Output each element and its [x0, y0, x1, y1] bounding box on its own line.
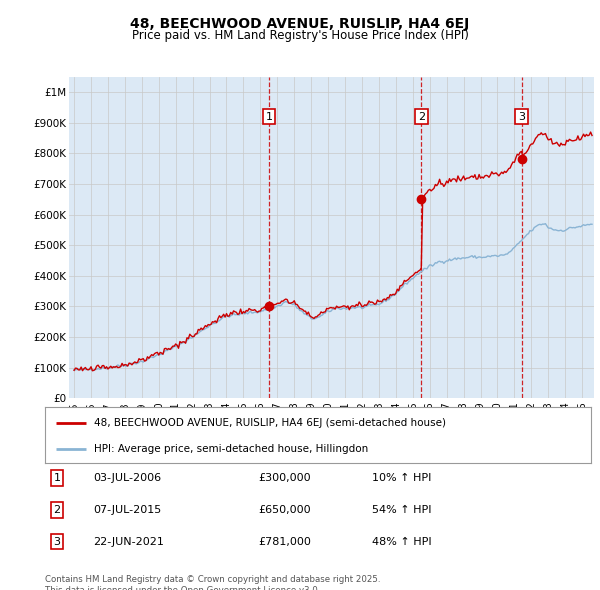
Text: 03-JUL-2006: 03-JUL-2006 [93, 473, 161, 483]
Text: £650,000: £650,000 [258, 505, 311, 514]
Text: 48, BEECHWOOD AVENUE, RUISLIP, HA4 6EJ: 48, BEECHWOOD AVENUE, RUISLIP, HA4 6EJ [130, 17, 470, 31]
Text: HPI: Average price, semi-detached house, Hillingdon: HPI: Average price, semi-detached house,… [94, 444, 368, 454]
Text: 1: 1 [53, 473, 61, 483]
Text: 10% ↑ HPI: 10% ↑ HPI [372, 473, 431, 483]
Text: Contains HM Land Registry data © Crown copyright and database right 2025.
This d: Contains HM Land Registry data © Crown c… [45, 575, 380, 590]
Text: 48% ↑ HPI: 48% ↑ HPI [372, 537, 431, 546]
Text: 3: 3 [518, 112, 525, 122]
Text: 07-JUL-2015: 07-JUL-2015 [93, 505, 161, 514]
Text: 1: 1 [265, 112, 272, 122]
Text: 54% ↑ HPI: 54% ↑ HPI [372, 505, 431, 514]
Text: £781,000: £781,000 [258, 537, 311, 546]
Text: Price paid vs. HM Land Registry's House Price Index (HPI): Price paid vs. HM Land Registry's House … [131, 30, 469, 42]
Text: 2: 2 [418, 112, 425, 122]
Text: £300,000: £300,000 [258, 473, 311, 483]
Text: 48, BEECHWOOD AVENUE, RUISLIP, HA4 6EJ (semi-detached house): 48, BEECHWOOD AVENUE, RUISLIP, HA4 6EJ (… [94, 418, 446, 428]
Text: 3: 3 [53, 537, 61, 546]
Text: 22-JUN-2021: 22-JUN-2021 [93, 537, 164, 546]
Text: 2: 2 [53, 505, 61, 514]
